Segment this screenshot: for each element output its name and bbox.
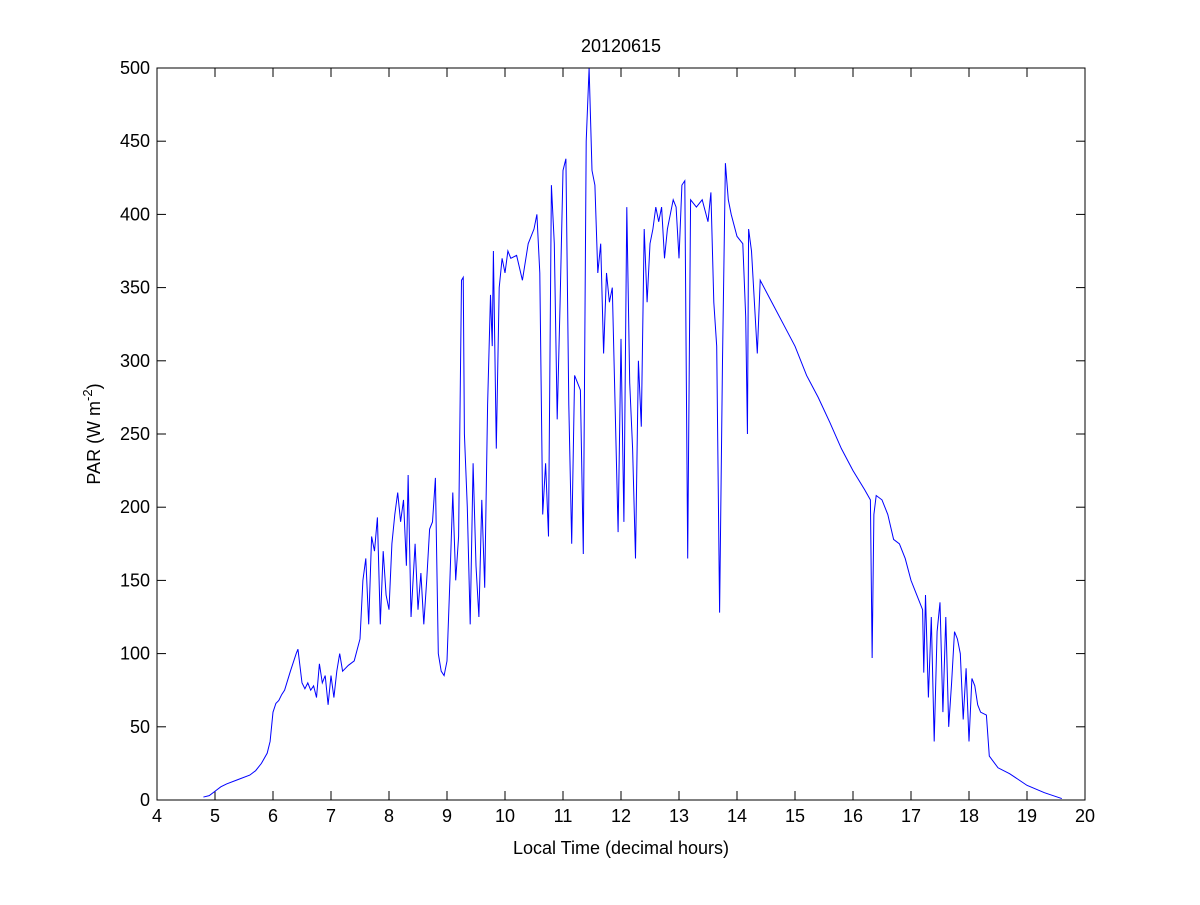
y-tick-label: 50	[130, 717, 150, 737]
y-tick-label: 350	[120, 278, 150, 298]
y-tick-label: 400	[120, 204, 150, 224]
plot-frame	[156, 67, 1086, 801]
x-tick-label: 16	[843, 806, 863, 826]
y-axis-label-exponent: -2	[80, 389, 95, 401]
y-axis-label-close: )	[84, 383, 104, 389]
x-tick-label: 18	[959, 806, 979, 826]
x-tick-label: 4	[152, 806, 162, 826]
chart-title: 20120615	[581, 36, 661, 56]
x-tick-label: 13	[669, 806, 689, 826]
x-tick-label: 5	[210, 806, 220, 826]
y-axis-label-text: PAR (W m	[84, 401, 104, 485]
x-tick-label: 20	[1075, 806, 1095, 826]
x-tick-label: 14	[727, 806, 747, 826]
y-tick-label: 200	[120, 497, 150, 517]
x-tick-label: 19	[1017, 806, 1037, 826]
x-tick-label: 11	[554, 806, 573, 826]
x-tick-label: 10	[495, 806, 515, 826]
x-tick-label: 6	[268, 806, 278, 826]
x-tick-label: 12	[611, 806, 631, 826]
y-tick-label: 500	[120, 58, 150, 78]
x-tick-label: 7	[326, 806, 336, 826]
x-tick-label: 17	[901, 806, 921, 826]
x-tick-label: 15	[785, 806, 805, 826]
y-tick-label: 150	[120, 570, 150, 590]
y-tick-label: 450	[120, 131, 150, 151]
x-tick-label: 9	[442, 806, 452, 826]
y-tick-label: 0	[140, 790, 150, 810]
y-tick-label: 100	[120, 644, 150, 664]
y-tick-label: 300	[120, 351, 150, 371]
x-axis-label: Local Time (decimal hours)	[513, 838, 729, 858]
y-tick-label: 250	[120, 424, 150, 444]
data-line	[203, 67, 1062, 800]
y-axis-label: PAR (W m-2)	[80, 383, 104, 484]
x-tick-label: 8	[384, 806, 394, 826]
